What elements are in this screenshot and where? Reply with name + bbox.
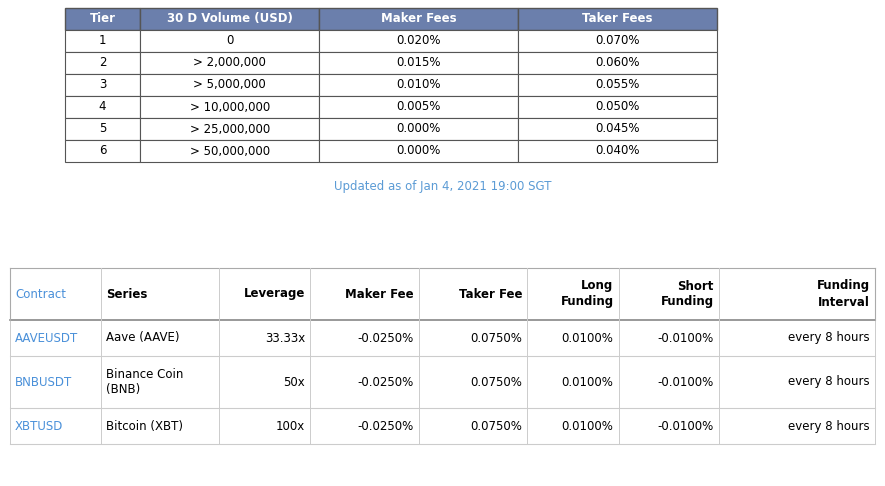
Text: 5: 5 [99, 122, 106, 136]
Bar [140, 52, 319, 74]
Text: 0.045%: 0.045% [596, 122, 640, 136]
Text: -0.0250%: -0.0250% [358, 376, 413, 388]
Text: 0: 0 [226, 35, 234, 48]
Text: Maker Fee: Maker Fee [345, 288, 413, 300]
Bar [518, 8, 717, 30]
Text: 0.005%: 0.005% [396, 101, 441, 114]
Bar [140, 8, 319, 30]
Text: Long
Funding: Long Funding [560, 279, 613, 309]
Text: -0.0250%: -0.0250% [358, 419, 413, 433]
Text: -0.0100%: -0.0100% [658, 331, 713, 345]
Bar [518, 140, 717, 162]
Text: Taker Fee: Taker Fee [458, 288, 522, 300]
Bar [518, 30, 717, 52]
Bar [65, 30, 140, 52]
Text: every 8 hours: every 8 hours [789, 331, 870, 345]
Bar [65, 118, 140, 140]
Text: Aave (AAVE): Aave (AAVE) [106, 331, 180, 345]
Bar [319, 30, 518, 52]
Bar [319, 96, 518, 118]
Text: 0.0750%: 0.0750% [471, 331, 522, 345]
Text: 2: 2 [99, 56, 106, 69]
Bar [140, 30, 319, 52]
Text: 0.0100%: 0.0100% [562, 331, 613, 345]
Text: 4: 4 [99, 101, 106, 114]
Text: 0.0750%: 0.0750% [471, 419, 522, 433]
Bar [140, 118, 319, 140]
Bar [518, 96, 717, 118]
Text: 0.0100%: 0.0100% [562, 376, 613, 388]
Bar [518, 118, 717, 140]
Text: 0.015%: 0.015% [396, 56, 441, 69]
Text: 1: 1 [99, 35, 106, 48]
Bar [65, 96, 140, 118]
Text: 0.010%: 0.010% [396, 79, 441, 91]
Text: 100x: 100x [275, 419, 305, 433]
Text: 30 D Volume (USD): 30 D Volume (USD) [166, 13, 293, 25]
Text: AAVEUSDT: AAVEUSDT [15, 331, 78, 345]
Text: every 8 hours: every 8 hours [789, 376, 870, 388]
Text: -0.0100%: -0.0100% [658, 419, 713, 433]
Text: 0.000%: 0.000% [396, 144, 441, 157]
Text: Taker Fees: Taker Fees [582, 13, 653, 25]
Bar [65, 52, 140, 74]
Bar [319, 118, 518, 140]
Text: Binance Coin
(BNB): Binance Coin (BNB) [106, 367, 184, 397]
Text: 0.000%: 0.000% [396, 122, 441, 136]
Text: 0.070%: 0.070% [596, 35, 640, 48]
Text: Leverage: Leverage [243, 288, 305, 300]
Bar [140, 140, 319, 162]
Text: 0.060%: 0.060% [596, 56, 640, 69]
Text: XBTUSD: XBTUSD [15, 419, 64, 433]
Text: > 50,000,000: > 50,000,000 [189, 144, 270, 157]
Bar [65, 74, 140, 96]
Text: Funding
Interval: Funding Interval [817, 279, 870, 309]
Bar [518, 74, 717, 96]
Text: > 10,000,000: > 10,000,000 [189, 101, 270, 114]
Text: 0.020%: 0.020% [396, 35, 441, 48]
Text: 6: 6 [99, 144, 106, 157]
Text: -0.0250%: -0.0250% [358, 331, 413, 345]
Text: 0.055%: 0.055% [596, 79, 640, 91]
Bar [319, 52, 518, 74]
Text: Short
Funding: Short Funding [660, 279, 713, 309]
Bar [319, 8, 518, 30]
Text: > 25,000,000: > 25,000,000 [189, 122, 270, 136]
Text: -0.0100%: -0.0100% [658, 376, 713, 388]
Bar [319, 74, 518, 96]
Text: Updated as of Jan 4, 2021 19:00 SGT: Updated as of Jan 4, 2021 19:00 SGT [334, 180, 551, 193]
Text: every 8 hours: every 8 hours [789, 419, 870, 433]
Bar [140, 96, 319, 118]
Text: 0.040%: 0.040% [596, 144, 640, 157]
Text: 0.0750%: 0.0750% [471, 376, 522, 388]
Bar [319, 140, 518, 162]
Text: Contract: Contract [15, 288, 66, 300]
Text: 3: 3 [99, 79, 106, 91]
Text: 50x: 50x [283, 376, 305, 388]
Text: Series: Series [106, 288, 148, 300]
Text: Bitcoin (XBT): Bitcoin (XBT) [106, 419, 183, 433]
Bar [65, 140, 140, 162]
Bar [140, 74, 319, 96]
Text: > 2,000,000: > 2,000,000 [193, 56, 266, 69]
Bar [518, 52, 717, 74]
Text: Tier: Tier [89, 13, 115, 25]
Text: > 5,000,000: > 5,000,000 [193, 79, 266, 91]
Bar [65, 8, 140, 30]
Text: 0.050%: 0.050% [596, 101, 640, 114]
Text: Maker Fees: Maker Fees [381, 13, 457, 25]
Text: BNBUSDT: BNBUSDT [15, 376, 73, 388]
Text: 33.33x: 33.33x [265, 331, 305, 345]
Text: 0.0100%: 0.0100% [562, 419, 613, 433]
